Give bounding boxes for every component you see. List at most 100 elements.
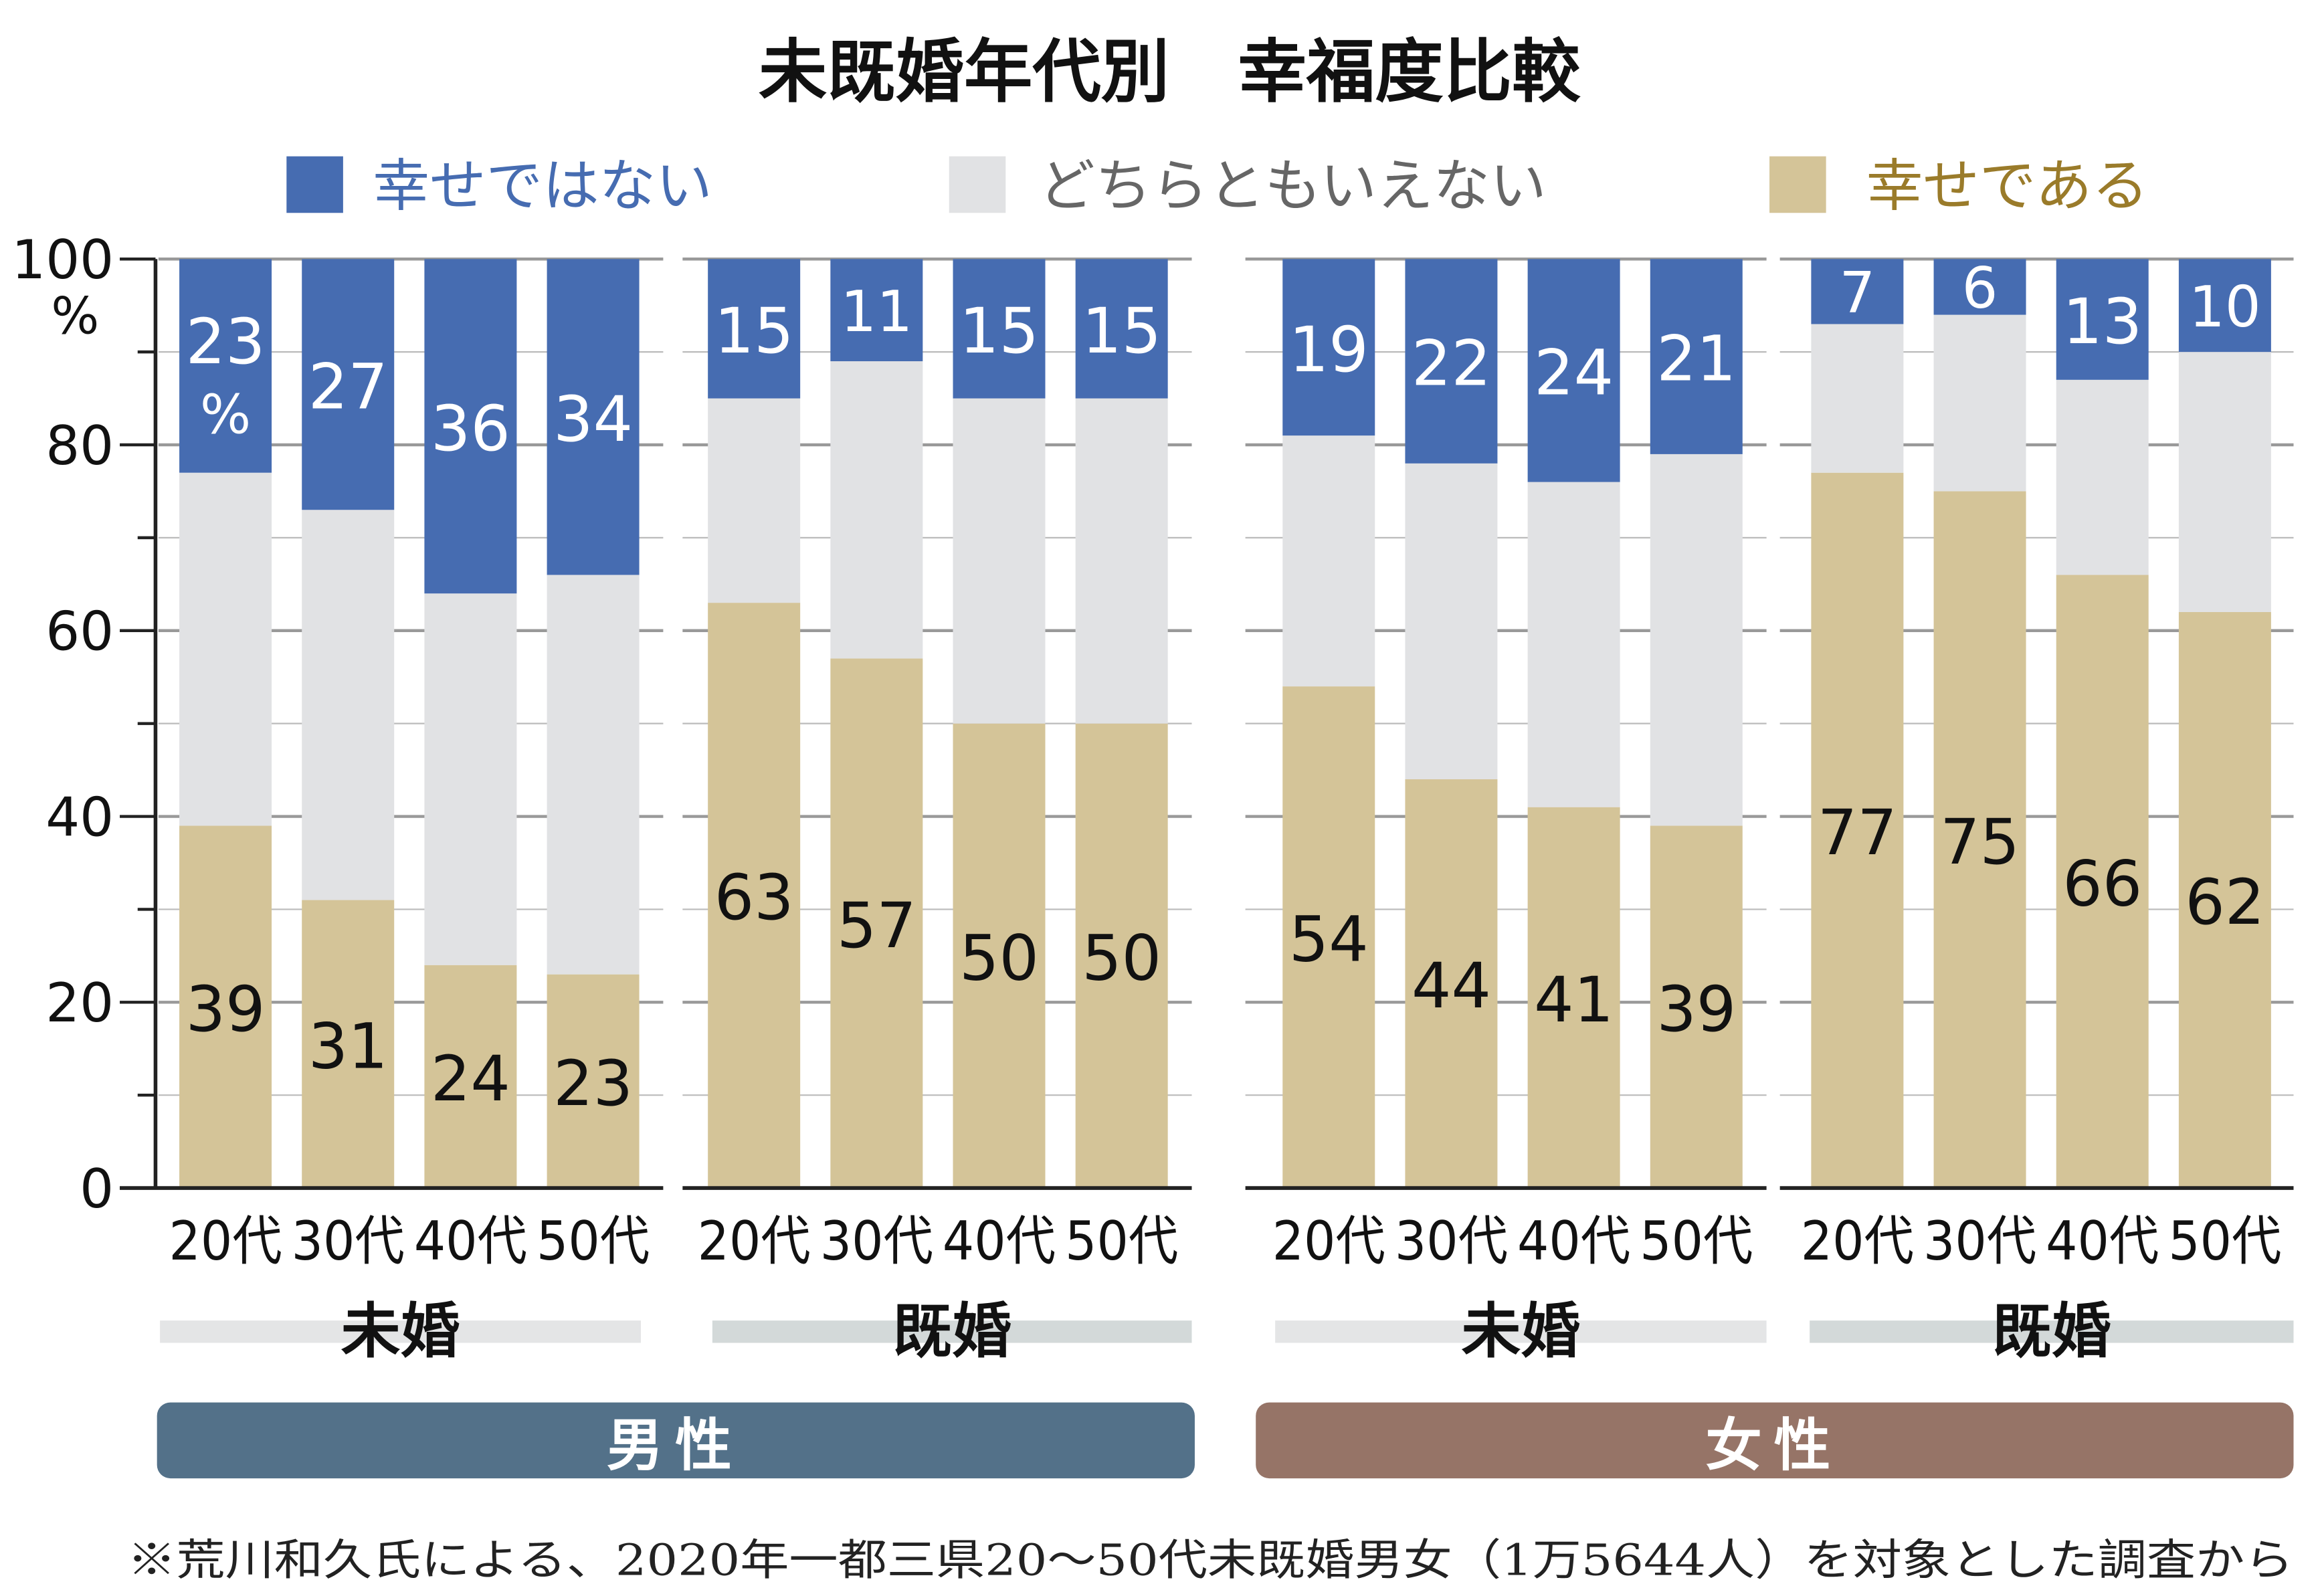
bar-happy	[1527, 807, 1620, 1189]
data-label-happy: 63	[714, 862, 794, 934]
bar-happy	[830, 658, 923, 1189]
data-label-not-happy: 10	[2189, 274, 2261, 340]
data-label-happy: 62	[2185, 866, 2264, 939]
x-tick-label: 50代	[1640, 1210, 1753, 1272]
bar-happy	[1811, 472, 1904, 1189]
data-label-happy: 24	[431, 1043, 510, 1116]
legend-label-neutral: どちらともいえない	[1038, 153, 1546, 219]
bar-happy	[1650, 825, 1743, 1189]
y-axis: 0 20 40 60 80 100%	[11, 229, 158, 1220]
y-tick-label: 20	[45, 972, 114, 1034]
bar-neutral	[2056, 379, 2149, 575]
x-tick-label: 40代	[943, 1210, 1056, 1272]
bar-neutral	[547, 575, 640, 975]
bar-neutral	[424, 593, 517, 965]
bar-neutral	[1075, 398, 1168, 724]
gender-label-female: 女性	[1705, 1413, 1842, 1478]
data-label-happy: 31	[308, 1010, 388, 1083]
bar-neutral	[1282, 435, 1375, 687]
x-tick-label: 40代	[1517, 1210, 1630, 1272]
bar-not-happy	[2056, 259, 2149, 380]
bar-happy	[708, 603, 801, 1189]
data-label-not-happy: 11	[841, 279, 913, 344]
data-label-not-happy: 21	[1656, 323, 1736, 396]
data-label-not-happy: 24	[1534, 337, 1614, 410]
bar-not-happy	[1282, 259, 1375, 436]
bar-happy	[2178, 612, 2271, 1189]
bar-neutral	[1933, 314, 2026, 492]
legend-swatch-not-happy	[286, 156, 343, 213]
data-label-not-happy: 19	[1289, 314, 1369, 387]
bar-neutral	[302, 510, 395, 900]
data-label-not-happy: 13	[2062, 286, 2142, 359]
bar-neutral	[1811, 324, 1904, 473]
bar-not-happy	[302, 259, 395, 510]
x-tick-label: 30代	[1395, 1210, 1508, 1272]
data-label-happy: 66	[2062, 848, 2142, 920]
x-tick-label: 40代	[2046, 1210, 2159, 1272]
x-tick-label: 50代	[1065, 1210, 1178, 1272]
gender-label-male: 男性	[607, 1413, 744, 1478]
bar-not-happy	[1405, 259, 1498, 464]
data-label-happy: 39	[1656, 973, 1736, 1046]
bar-happy	[424, 965, 517, 1189]
data-label-not-happy: 15	[714, 295, 794, 368]
bar-happy	[302, 900, 395, 1189]
bar-not-happy	[1075, 259, 1168, 399]
footnote: ※荒川和久氏による、2020年一都三県20～50代未既婚男女（1万5644人）を…	[127, 1536, 2293, 1586]
y-tick-label: 40	[45, 786, 114, 848]
bar-not-happy	[1933, 259, 2026, 315]
bar-neutral	[179, 472, 272, 826]
data-label-not-happy: 22	[1412, 328, 1491, 401]
status-label: 既婚	[892, 1296, 1011, 1366]
data-label-not-happy: 23	[186, 306, 266, 379]
bar-not-happy	[1527, 259, 1620, 482]
data-label-happy: 77	[1818, 797, 1897, 870]
legend-swatch-happy	[1769, 156, 1826, 213]
x-tick-label: 50代	[537, 1210, 650, 1272]
data-label-not-happy: 6	[1962, 256, 1998, 321]
status-band	[1275, 1320, 1767, 1343]
bar-not-happy	[547, 259, 640, 575]
bar-neutral	[2178, 352, 2271, 613]
legend-label-happy: 幸せである	[1866, 153, 2149, 219]
x-tick-label: 30代	[1923, 1210, 2036, 1272]
data-label-not-happy: 34	[553, 383, 633, 456]
y-unit-label: %	[51, 287, 99, 346]
status-label: 未婚	[341, 1296, 460, 1366]
data-label-happy: 50	[1082, 922, 1161, 995]
bar-neutral	[1527, 482, 1620, 807]
legend-swatch-neutral	[949, 156, 1006, 213]
x-tick-label: 20代	[169, 1210, 282, 1272]
bar-not-happy	[830, 259, 923, 362]
bar-not-happy	[708, 259, 801, 399]
data-label-happy: 75	[1940, 806, 2020, 879]
bar-neutral	[1405, 463, 1498, 779]
data-label-happy: 39	[186, 973, 266, 1046]
x-tick-label: 30代	[820, 1210, 933, 1272]
status-band	[712, 1320, 1192, 1343]
status-band	[1810, 1320, 2294, 1343]
data-label-happy: 44	[1412, 950, 1491, 1023]
status-label: 既婚	[1992, 1296, 2111, 1366]
data-label-happy: 50	[959, 922, 1039, 995]
bar-not-happy	[2178, 259, 2271, 353]
data-label-not-happy: 36	[431, 393, 510, 466]
bar-happy	[1282, 686, 1375, 1189]
bar-happy	[1075, 723, 1168, 1189]
bar-not-happy	[953, 259, 1046, 399]
legend: 幸せではない どちらともいえない 幸せである	[286, 153, 2149, 219]
bar-neutral	[953, 398, 1046, 724]
data-label-not-happy: 27	[308, 351, 388, 423]
y-tick-label: 0	[80, 1158, 114, 1220]
data-label-not-happy: 15	[959, 295, 1039, 368]
bar-not-happy	[424, 259, 517, 594]
legend-label-not-happy: 幸せではない	[373, 153, 712, 219]
y-tick-label: 100	[11, 229, 114, 291]
bar-happy	[1933, 491, 2026, 1189]
gender-band-male	[157, 1402, 1195, 1479]
chart-title: 未既婚年代別 幸福度比較	[759, 32, 1581, 112]
bar-happy	[179, 825, 272, 1189]
